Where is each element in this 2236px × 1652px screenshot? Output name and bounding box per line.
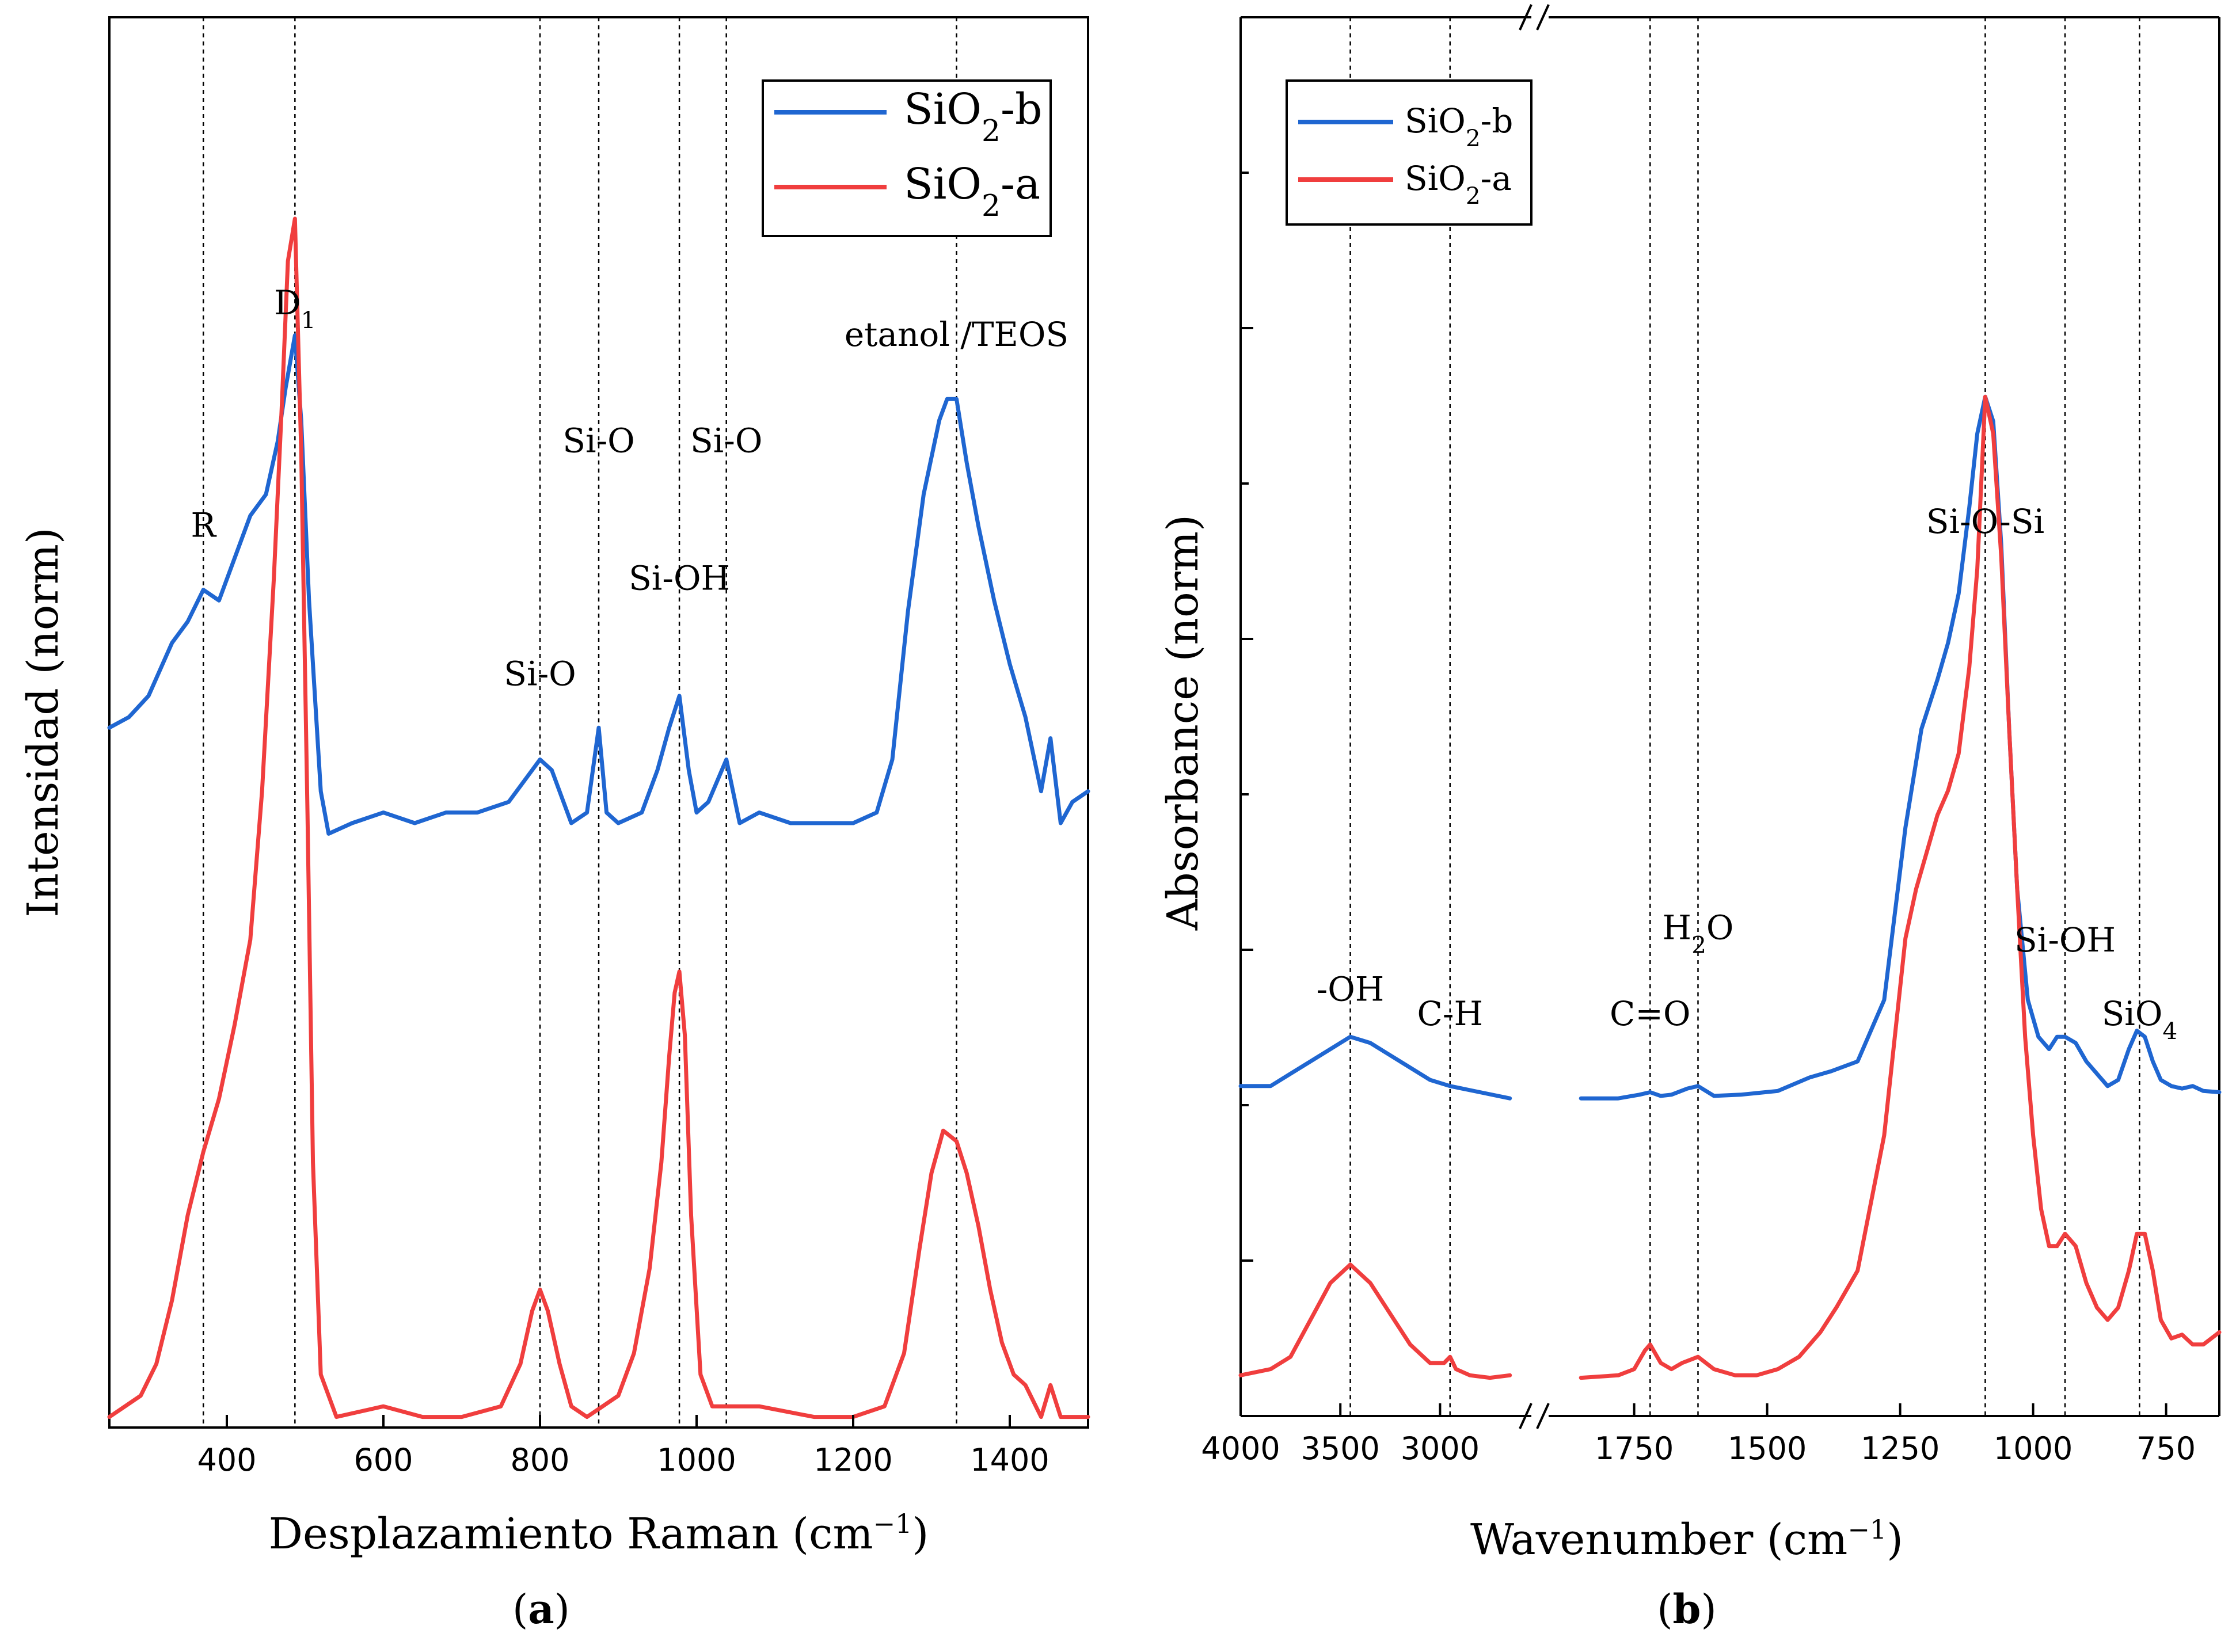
x-tick-label-a-1: 600 [353,1442,413,1478]
legend-box-b [1286,79,1533,226]
x-axis-label-b: Wavenumber (cm−1) [1470,1514,1903,1565]
x-tick-label-a-4: 1200 [813,1442,892,1478]
annotation-a-5: Si-O [690,421,762,460]
legend-b: SiO2-b SiO2-a [1286,79,1533,226]
annotation-b-5: Si-OH [2014,920,2116,960]
x-tick-label-a-0: 400 [197,1442,256,1478]
series-line-a-sio2-a [107,216,1090,1419]
x-ticks-a: 400 600 800 1000 1200 1400 [197,1415,1049,1478]
axis-break-mark-2 [1519,1403,1533,1429]
legend-label-b-1: SiO2-a [1405,159,1512,210]
x-tick-label-b-0: 4000 [1201,1430,1280,1467]
x-tick-label-b-3: 1750 [1595,1430,1674,1467]
annotation-a-0: R [191,506,217,545]
x-ticks-b: 4000 3500 3000 1750 1500 1250 1000 750 [1201,1403,2196,1467]
legend-label-a-1: SiO2-a [904,159,1040,223]
x-axis-label-a: Desplazamiento Raman (cm−1) [269,1508,929,1559]
series-a [107,216,1090,1419]
legend-label-a-0: SiO2-b [904,85,1042,149]
x-tick-label-b-5: 1250 [1861,1430,1940,1467]
panel-label-b: (b) [1657,1585,1717,1633]
annotation-b-0: -OH [1317,969,1385,1008]
annotation-a-3: Si-O [562,421,634,460]
annotation-a-2: Si-O [504,654,576,694]
guide-lines-b [1349,17,2140,1416]
annotation-b-3: H2O [1662,908,1733,959]
panel-a: 400 600 800 1000 1200 1400 R D1 Si-O Si-O Si-OH Si… [18,16,1090,1633]
axis-break-mark-1 [1536,4,1550,31]
annotation-a-6: etanol /TEOS [845,315,1068,354]
series-line-b-sio2-a-seg1 [1579,394,2222,1380]
x-tick-label-a-5: 1400 [970,1442,1049,1478]
legend-a: SiO2-b SiO2-a [762,79,1052,237]
x-tick-label-b-6: 1000 [1994,1430,2073,1467]
plot-frame-b [1239,4,2220,1429]
peak-annotations-b: -OH C-H C=O H2O Si-O-Si Si-OH SiO4 [1317,502,2178,1045]
y-axis-label-a: Intensidad (norm) [18,527,68,918]
annotation-b-2: C=O [1610,994,1691,1033]
annotation-a-4: Si-OH [629,559,730,598]
annotation-b-6: SiO4 [2102,994,2178,1045]
legend-box-a [762,79,1052,237]
series-line-a-sio2-b [107,333,1090,836]
legend-label-b-0: SiO2-b [1405,101,1513,152]
y-axis-label-b: Absorbance (norm) [1158,515,1208,931]
peak-annotations-a: R D1 Si-O Si-O Si-OH Si-O etanol /TEOS [191,283,1068,694]
series-b [1238,394,2222,1380]
x-tick-label-b-1: 3500 [1300,1430,1379,1467]
x-tick-label-b-2: 3000 [1401,1430,1480,1467]
series-line-b-sio2-b-seg1 [1579,394,2222,1101]
series-line-b-sio2-b-seg0 [1238,1034,1512,1101]
series-line-b-sio2-a-seg0 [1238,1262,1512,1380]
panel-label-a: (a) [512,1585,570,1633]
x-tick-label-b-7: 750 [2136,1430,2196,1467]
axis-break-mark-0 [1519,4,1533,31]
y-ticks-b [1241,172,1253,1262]
x-tick-label-a-3: 1000 [657,1442,736,1478]
annotation-b-1: C-H [1417,994,1483,1033]
axis-break-mark-3 [1536,1403,1550,1429]
annotation-b-4: Si-O-Si [1926,502,2044,541]
annotation-a-1: D1 [274,283,315,334]
x-tick-label-b-4: 1500 [1728,1430,1807,1467]
x-tick-label-a-2: 800 [510,1442,569,1478]
panel-b: 4000 3500 3000 1750 1500 1250 1000 750 -OH C-H C=… [1158,4,2222,1633]
